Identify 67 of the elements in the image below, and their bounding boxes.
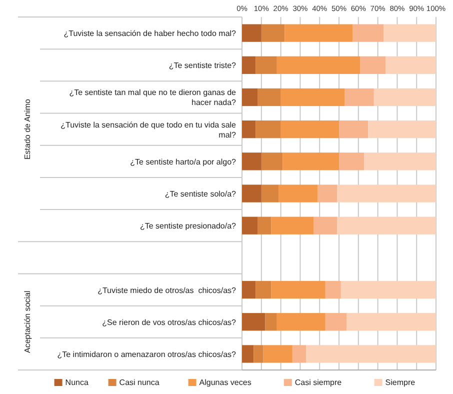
bar xyxy=(325,280,341,299)
y-tick-label: ¿Se rieron de vos otros/as chicos/as? xyxy=(102,318,237,327)
bar xyxy=(374,88,436,106)
bar xyxy=(258,216,272,234)
bar xyxy=(306,345,436,363)
bar xyxy=(344,88,374,106)
bar xyxy=(364,152,436,170)
bar xyxy=(346,313,436,331)
legend-label: Algunas veces xyxy=(199,378,252,387)
bar xyxy=(256,280,272,299)
bar xyxy=(360,56,386,74)
bar xyxy=(261,24,285,42)
bar xyxy=(242,88,258,106)
bar xyxy=(325,313,347,331)
bar xyxy=(340,280,436,299)
bar xyxy=(242,152,262,170)
text: Estado de Animo xyxy=(23,98,32,160)
bar xyxy=(256,120,281,138)
bar xyxy=(276,313,326,331)
bar xyxy=(242,24,262,42)
bar xyxy=(339,152,364,170)
legend-label: Casi siempre xyxy=(294,378,342,387)
legend-label: Casi nunca xyxy=(119,378,160,387)
bar xyxy=(254,345,264,363)
bar xyxy=(386,56,436,74)
bar xyxy=(242,120,256,138)
bar xyxy=(276,56,360,74)
bar xyxy=(261,152,283,170)
legend-label: Nunca xyxy=(65,378,89,387)
bar xyxy=(258,88,281,106)
bar xyxy=(256,56,277,74)
bar xyxy=(280,120,339,138)
bar xyxy=(271,280,326,299)
y-tick-label: ¿Tuviste la sensación de haber hecho todo mal? xyxy=(64,29,237,38)
y-tick-label: ¿Tuviste miedo de otros/as chicos/as? xyxy=(98,286,237,295)
y-tick-label: ¿Te intimidaron o amenazaron otros/as chicos/as? xyxy=(57,350,237,359)
bar xyxy=(352,24,384,42)
y-tick-label: ¿Te sentiste tan mal que no te dieron ganas de hacer nada? xyxy=(69,88,237,108)
bar xyxy=(242,184,262,202)
y-tick-label: ¿Te sentiste solo/a? xyxy=(164,190,237,198)
bar xyxy=(242,313,266,331)
bar xyxy=(337,184,436,202)
bar xyxy=(265,313,277,331)
bar xyxy=(271,216,314,234)
bar xyxy=(242,56,256,74)
bar xyxy=(280,88,345,106)
bar xyxy=(339,120,368,138)
bar xyxy=(314,216,338,234)
bar xyxy=(292,345,306,363)
text: Aceptación social xyxy=(23,290,32,353)
legend-label: Siempre xyxy=(385,378,416,387)
y-tick-label: ¿Te sentiste harto/a por algo? xyxy=(130,157,237,166)
bar xyxy=(318,184,338,202)
bar xyxy=(368,120,436,138)
bar xyxy=(384,24,436,42)
y-tick-label: ¿Te sentiste triste? xyxy=(168,61,237,70)
bar xyxy=(263,345,292,363)
bar xyxy=(242,280,256,299)
bar xyxy=(261,184,279,202)
bar xyxy=(337,216,436,234)
y-tick-label: ¿Te sentiste presionado/a? xyxy=(140,222,237,231)
bar xyxy=(278,184,318,202)
bar xyxy=(282,152,339,170)
bar xyxy=(242,345,254,363)
y-tick-label: ¿Tuviste la sensación de que todo en tu vida sale mal? xyxy=(60,120,237,140)
bar xyxy=(284,24,353,42)
bar xyxy=(242,216,258,234)
